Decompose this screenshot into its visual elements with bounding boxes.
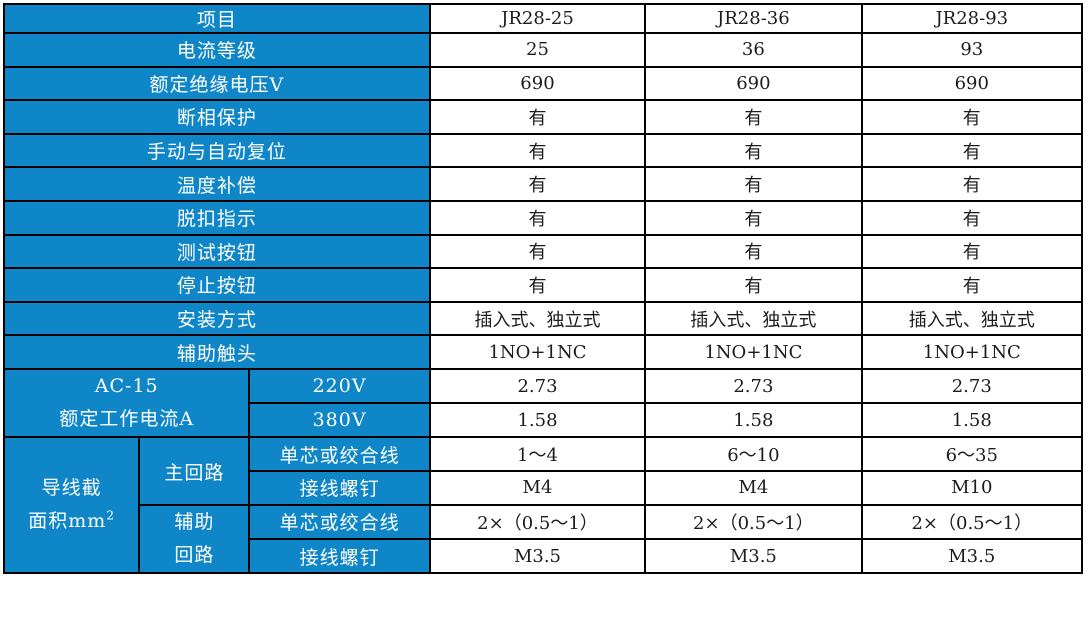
spec-value-cell: 1.58 bbox=[644, 402, 863, 439]
wire-type-cell: 接线螺钉 bbox=[248, 537, 431, 575]
spec-value-cell: 1NO+1NC bbox=[644, 334, 863, 370]
spec-value-cell: 有 bbox=[428, 267, 647, 303]
table-row-ac15-220v: AC-15 额定工作电流A 220V 2.73 2.73 2.73 bbox=[2, 367, 1084, 439]
aux-group-line1: 辅助 bbox=[174, 510, 215, 533]
table-row-aux-screw: 接线螺钉 M3.5 M3.5 M3.5 bbox=[4, 537, 1084, 575]
spec-label-cell: 断相保护 bbox=[3, 99, 431, 135]
spec-label-cell: 停止按钮 bbox=[3, 267, 431, 303]
spec-value-cell: 1NO+1NC bbox=[860, 334, 1084, 370]
header-model-cell: JR28-36 bbox=[644, 3, 863, 34]
spec-value-cell: 2×（0.5～1） bbox=[860, 503, 1084, 540]
spec-value-cell: 2.73 bbox=[428, 367, 647, 405]
spec-value-cell: 2.73 bbox=[644, 367, 863, 405]
spec-value-cell: 有 bbox=[644, 166, 863, 202]
voltage-label-cell: 220V bbox=[248, 367, 431, 405]
header-model-cell: JR28-25 bbox=[428, 3, 647, 34]
table-row-current-class: 电流等级 25 36 93 bbox=[3, 32, 1084, 68]
table-row-phase-failure-protection: 断相保护 有 有 有 bbox=[3, 99, 1084, 135]
wire-area-label-line1: 导线截 bbox=[41, 477, 102, 500]
spec-value-cell: 有 bbox=[644, 199, 863, 236]
wire-area-superscript: 2 bbox=[106, 508, 115, 523]
wire-area-label-line2: 面积mm2 bbox=[28, 508, 115, 533]
spec-table: 项目 JR28-25 JR28-36 JR28-93 电流等级 25 36 93… bbox=[2, 3, 1084, 575]
table-row-main-wire: 导线截 面积mm2 主回路 单芯或绞合线 1～4 6～10 6～35 bbox=[2, 436, 1084, 575]
table-row-auxiliary-contacts: 辅助触头 1NO+1NC 1NO+1NC 1NO+1NC bbox=[3, 334, 1084, 370]
spec-value-cell: 93 bbox=[860, 32, 1084, 68]
spec-value-cell: 有 bbox=[860, 99, 1084, 135]
spec-value-cell: 2×（0.5～1） bbox=[644, 503, 863, 540]
spec-value-cell: 2.73 bbox=[860, 367, 1084, 405]
spec-value-cell: 1.58 bbox=[860, 402, 1084, 439]
header-item-cell: 项目 bbox=[3, 3, 431, 34]
spec-value-cell: 有 bbox=[644, 99, 863, 135]
spec-value-cell: 有 bbox=[860, 267, 1084, 303]
spec-label-cell: 电流等级 bbox=[3, 32, 431, 68]
spec-label-cell: 安装方式 bbox=[3, 300, 431, 337]
spec-value-cell: 有 bbox=[644, 132, 863, 169]
spec-value-cell: 有 bbox=[860, 233, 1084, 270]
spec-value-cell: 2×（0.5～1） bbox=[428, 503, 647, 540]
table-row-trip-indication: 脱扣指示 有 有 有 bbox=[3, 199, 1084, 236]
header-row: 项目 JR28-25 JR28-36 JR28-93 bbox=[3, 3, 1084, 34]
spec-value-cell: 36 bbox=[644, 32, 863, 68]
spec-value-cell: 有 bbox=[428, 99, 647, 135]
table-row-temperature-compensation: 温度补偿 有 有 有 bbox=[3, 166, 1084, 202]
spec-label-cell: 额定绝缘电压V bbox=[3, 65, 431, 102]
spec-value-cell: 有 bbox=[860, 166, 1084, 202]
spec-value-cell: 1.58 bbox=[428, 402, 647, 439]
header-model-cell: JR28-93 bbox=[860, 3, 1084, 34]
wire-type-cell: 单芯或绞合线 bbox=[248, 503, 431, 540]
table-row-main-screw: 接线螺钉 M4 M4 M10 bbox=[4, 470, 1084, 506]
spec-label-cell: 脱扣指示 bbox=[3, 199, 431, 236]
circuit-group-cell-main: 主回路 bbox=[138, 436, 251, 506]
spec-label-cell: 温度补偿 bbox=[3, 166, 431, 202]
ac15-label-cell: AC-15 额定工作电流A bbox=[2, 367, 251, 439]
spec-value-cell: M4 bbox=[644, 470, 863, 506]
table-row-insulation-voltage: 额定绝缘电压V 690 690 690 bbox=[3, 65, 1084, 102]
spec-value-cell: 有 bbox=[644, 267, 863, 303]
spec-value-cell: 有 bbox=[428, 132, 647, 169]
table-row-test-button: 测试按钮 有 有 有 bbox=[3, 233, 1084, 270]
spec-value-cell: 有 bbox=[860, 132, 1084, 169]
spec-value-cell: 1NO+1NC bbox=[428, 334, 647, 370]
spec-value-cell: M4 bbox=[428, 470, 647, 506]
table-row-aux-wire: 辅助 回路 单芯或绞合线 2×（0.5～1） 2×（0.5～1） 2×（0.5～… bbox=[4, 503, 1084, 575]
spec-value-cell: 插入式、独立式 bbox=[428, 300, 647, 337]
spec-label-cell: 辅助触头 bbox=[3, 334, 431, 370]
spec-value-cell: M3.5 bbox=[428, 537, 647, 575]
table-row-mounting-type: 安装方式 插入式、独立式 插入式、独立式 插入式、独立式 bbox=[3, 300, 1084, 337]
spec-label-cell: 测试按钮 bbox=[3, 233, 431, 270]
spec-value-cell: 690 bbox=[644, 65, 863, 102]
spec-value-cell: 插入式、独立式 bbox=[644, 300, 863, 337]
spec-value-cell: 插入式、独立式 bbox=[860, 300, 1084, 337]
voltage-label-cell: 380V bbox=[248, 402, 431, 439]
spec-value-cell: 1～4 bbox=[428, 436, 647, 473]
circuit-group-cell-aux: 辅助 回路 bbox=[138, 503, 251, 575]
spec-value-cell: M3.5 bbox=[860, 537, 1084, 575]
table-row-manual-auto-reset: 手动与自动复位 有 有 有 bbox=[3, 132, 1084, 169]
spec-value-cell: M10 bbox=[860, 470, 1084, 506]
ac15-label-line2: 额定工作电流A bbox=[59, 408, 195, 431]
spec-value-cell: 有 bbox=[644, 233, 863, 270]
spec-value-cell: 有 bbox=[428, 233, 647, 270]
spec-value-cell: 有 bbox=[428, 199, 647, 236]
spec-value-cell: 690 bbox=[428, 65, 647, 102]
spec-value-cell: M3.5 bbox=[644, 537, 863, 575]
table-row-ac15-380v: 380V 1.58 1.58 1.58 bbox=[4, 402, 1084, 439]
spec-value-cell: 6～10 bbox=[644, 436, 863, 473]
spec-value-cell: 690 bbox=[860, 65, 1084, 102]
ac15-label-line1: AC-15 bbox=[94, 374, 159, 397]
spec-label-cell: 手动与自动复位 bbox=[3, 132, 431, 169]
table-row-stop-button: 停止按钮 有 有 有 bbox=[3, 267, 1084, 303]
wire-type-cell: 单芯或绞合线 bbox=[248, 436, 431, 473]
spec-value-cell: 有 bbox=[428, 166, 647, 202]
aux-group-line2: 回路 bbox=[174, 543, 215, 566]
spec-value-cell: 有 bbox=[860, 199, 1084, 236]
wire-area-label-cell: 导线截 面积mm2 bbox=[2, 436, 141, 575]
wire-type-cell: 接线螺钉 bbox=[248, 470, 431, 506]
spec-value-cell: 6～35 bbox=[860, 436, 1084, 473]
spec-value-cell: 25 bbox=[428, 32, 647, 68]
